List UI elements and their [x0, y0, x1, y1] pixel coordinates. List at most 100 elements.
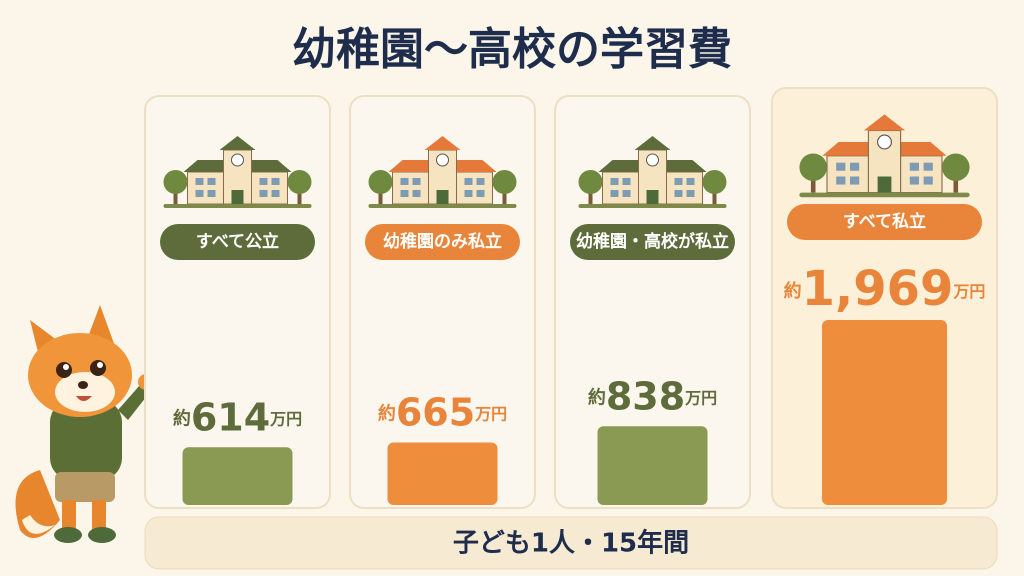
window [412, 178, 421, 185]
window [923, 162, 933, 171]
school-icon [368, 136, 517, 208]
tree-trunk [588, 190, 593, 204]
tree [942, 153, 970, 182]
window [195, 178, 204, 185]
ground [578, 204, 727, 208]
note-band [144, 516, 998, 570]
note: 子ども1人・15年間 [453, 528, 689, 559]
bar [387, 442, 498, 505]
category-label: 幼稚園のみ私立 [383, 231, 502, 252]
value-label: 約614万円 [173, 395, 302, 439]
value-label: 約1,969万円 [784, 261, 986, 317]
window [195, 190, 204, 197]
bar [822, 320, 947, 505]
bar [597, 426, 708, 505]
window [923, 176, 933, 185]
tower-roof [424, 136, 461, 150]
tree-trunk [378, 190, 383, 204]
window [271, 190, 280, 197]
window [476, 190, 485, 197]
tree-trunk [502, 190, 507, 204]
window [836, 176, 846, 185]
category-label: 幼稚園・高校が私立 [576, 231, 729, 252]
window [850, 176, 860, 185]
value-number: 665 [396, 390, 475, 434]
category-label: すべて私立 [843, 211, 926, 232]
value-prefix: 約 [784, 280, 802, 302]
door [436, 190, 449, 204]
value-label: 約665万円 [378, 390, 507, 434]
value-prefix: 約 [173, 407, 191, 429]
value-number: 838 [606, 374, 685, 418]
window [686, 190, 695, 197]
value-label: 約838万円 [588, 374, 717, 418]
category-pill [570, 224, 735, 260]
window [476, 178, 485, 185]
ground [368, 204, 517, 208]
tree [368, 170, 393, 194]
tower-roof [634, 136, 671, 150]
window [909, 176, 919, 185]
tower-roof [219, 136, 256, 150]
chart-title: 幼稚園〜高校の学習費 [292, 24, 732, 75]
window [622, 178, 631, 185]
window [412, 190, 421, 197]
window [259, 178, 268, 185]
window [464, 178, 473, 185]
value-unit: 万円 [474, 404, 507, 423]
tree-trunk [173, 190, 178, 204]
category-pill [787, 204, 982, 240]
value-number: 1,969 [802, 261, 954, 317]
bar [182, 447, 293, 505]
window [464, 190, 473, 197]
window [909, 162, 919, 171]
tree-trunk [810, 176, 816, 193]
window [207, 190, 216, 197]
clock [877, 134, 892, 150]
window [207, 178, 216, 185]
window [850, 162, 860, 171]
value-prefix: 約 [588, 386, 606, 408]
value-prefix: 約 [378, 403, 396, 425]
school-icon [163, 136, 312, 208]
window [400, 190, 409, 197]
school-icon [799, 114, 970, 198]
value-unit: 万円 [269, 409, 302, 428]
window [610, 190, 619, 197]
window [622, 190, 631, 197]
window [271, 178, 280, 185]
window [674, 190, 683, 197]
window [674, 178, 683, 185]
fox-mascot [15, 305, 154, 543]
tree [799, 153, 827, 182]
door [231, 190, 244, 204]
window [836, 162, 846, 171]
window [259, 190, 268, 197]
window [400, 178, 409, 185]
door [877, 176, 892, 193]
ground [163, 204, 312, 208]
tree [578, 170, 603, 194]
category-label: すべて公立 [196, 231, 279, 252]
value-unit: 万円 [952, 282, 985, 301]
door [646, 190, 659, 204]
tree-trunk [297, 190, 302, 204]
tree [163, 170, 188, 194]
ground [799, 192, 970, 198]
tree [492, 170, 517, 194]
tower-roof [863, 114, 906, 131]
tree-trunk [712, 190, 717, 204]
school-icon [578, 136, 727, 208]
category-pill [160, 224, 315, 260]
window [686, 178, 695, 185]
value-unit: 万円 [684, 388, 717, 407]
value-number: 614 [191, 395, 270, 439]
clock [231, 153, 244, 167]
tree [702, 170, 727, 194]
tree [287, 170, 312, 194]
category-pill [365, 224, 520, 260]
tree-trunk [953, 176, 959, 193]
clock [646, 153, 659, 167]
clock [436, 153, 449, 167]
